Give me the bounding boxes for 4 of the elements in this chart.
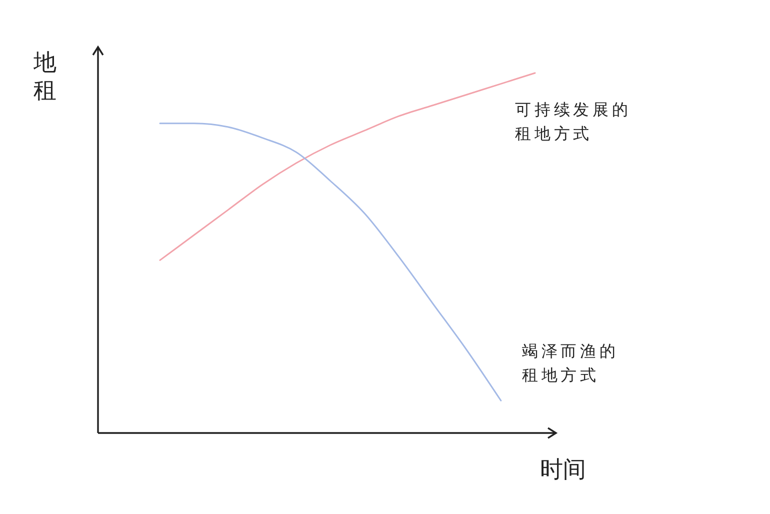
series-label: 竭泽而渔的租地方式 [522,344,619,385]
y-axis-title: 地租 [32,50,56,103]
x-axis-title: 时间 [540,457,586,482]
series-label: 可持续发展的租地方式 [515,101,632,143]
